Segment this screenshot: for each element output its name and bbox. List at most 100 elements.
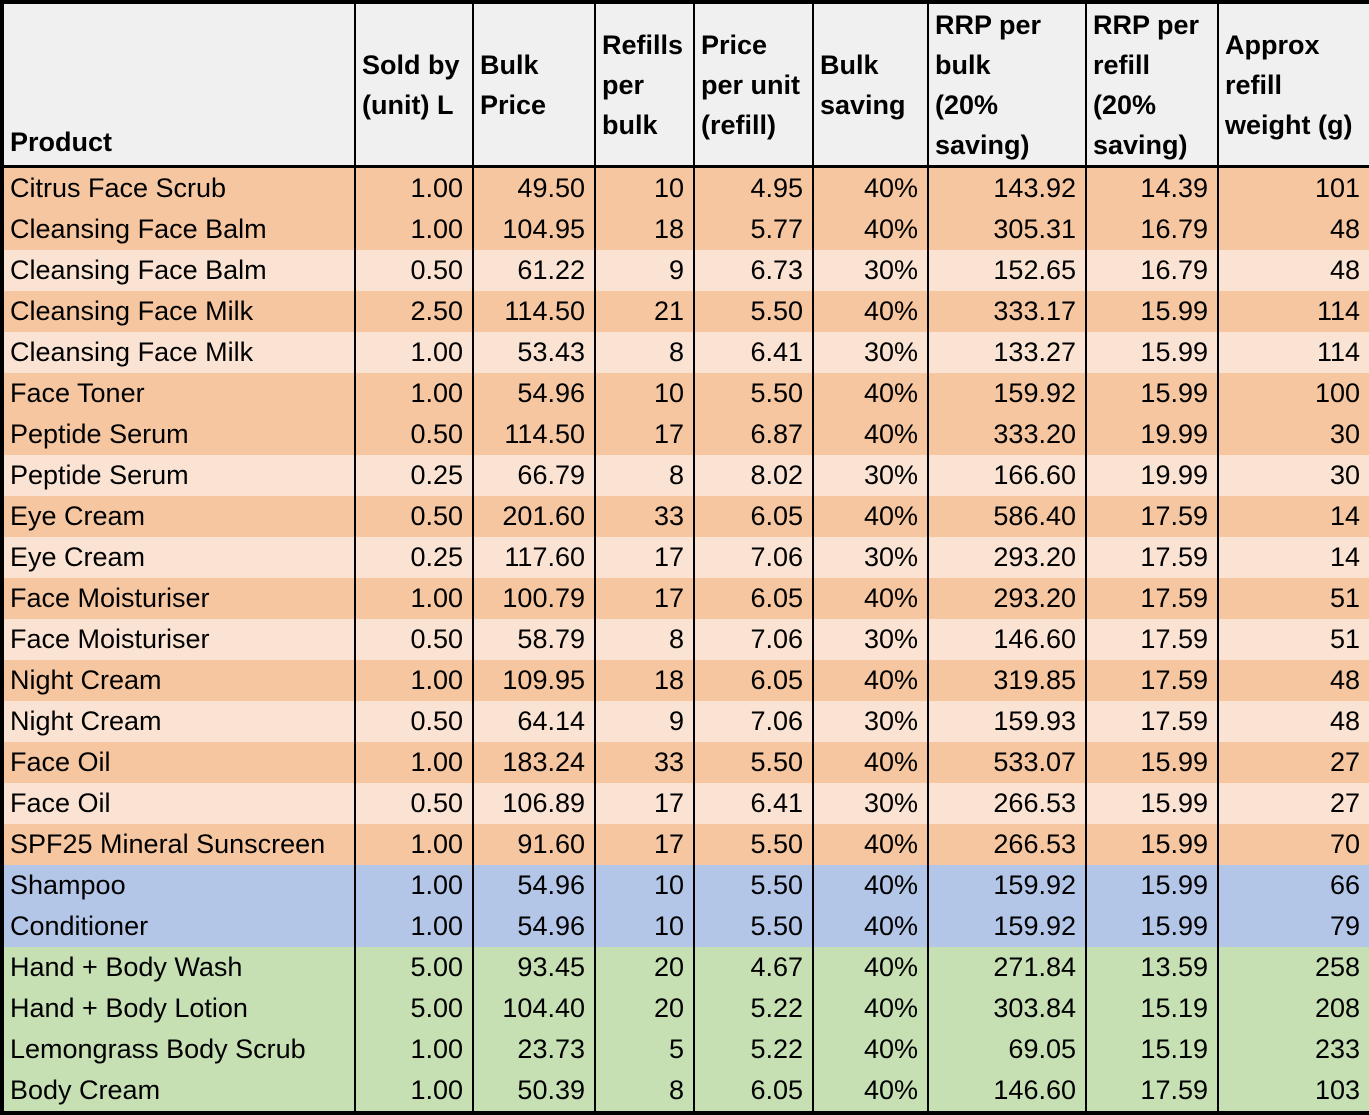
cell-approx_refill_weight_g[interactable]: 14 xyxy=(1217,496,1369,537)
cell-bulk_price[interactable]: 104.40 xyxy=(472,988,595,1029)
cell-price_per_unit_refill[interactable]: 5.50 xyxy=(693,865,813,906)
cell-bulk_price[interactable]: 114.50 xyxy=(472,414,595,455)
cell-approx_refill_weight_g[interactable]: 48 xyxy=(1217,250,1369,291)
cell-price_per_unit_refill[interactable]: 8.02 xyxy=(693,455,813,496)
cell-sold_by_unit_l[interactable]: 1.00 xyxy=(354,166,473,209)
cell-bulk_price[interactable]: 114.50 xyxy=(472,291,595,332)
cell-bulk_saving[interactable]: 40% xyxy=(812,742,928,783)
cell-bulk_saving[interactable]: 40% xyxy=(812,865,928,906)
cell-sold_by_unit_l[interactable]: 2.50 xyxy=(354,291,473,332)
cell-bulk_price[interactable]: 93.45 xyxy=(472,947,595,988)
cell-sold_by_unit_l[interactable]: 0.25 xyxy=(354,455,473,496)
cell-approx_refill_weight_g[interactable]: 70 xyxy=(1217,824,1369,865)
cell-rrp_per_bulk[interactable]: 586.40 xyxy=(927,496,1086,537)
cell-sold_by_unit_l[interactable]: 1.00 xyxy=(354,865,473,906)
cell-product[interactable]: Night Cream xyxy=(10,706,162,736)
cell-sold_by_unit_l[interactable]: 1.00 xyxy=(354,209,473,250)
cell-bulk_saving[interactable]: 40% xyxy=(812,1029,928,1070)
cell-approx_refill_weight_g[interactable]: 114 xyxy=(1217,291,1369,332)
cell-sold_by_unit_l[interactable]: 1.00 xyxy=(354,906,473,947)
cell-product[interactable]: Face Moisturiser xyxy=(10,624,210,654)
cell-bulk_saving[interactable]: 30% xyxy=(812,332,928,373)
cell-price_per_unit_refill[interactable]: 6.41 xyxy=(693,332,813,373)
cell-bulk_price[interactable]: 54.96 xyxy=(472,906,595,947)
cell-product[interactable]: Eye Cream xyxy=(10,501,146,531)
cell-price_per_unit_refill[interactable]: 7.06 xyxy=(693,701,813,742)
cell-refills_per_bulk[interactable]: 9 xyxy=(594,701,694,742)
cell-rrp_per_refill[interactable]: 15.99 xyxy=(1085,742,1218,783)
cell-rrp_per_bulk[interactable]: 305.31 xyxy=(927,209,1086,250)
cell-price_per_unit_refill[interactable]: 5.50 xyxy=(693,824,813,865)
cell-sold_by_unit_l[interactable]: 1.00 xyxy=(354,824,473,865)
cell-rrp_per_refill[interactable]: 13.59 xyxy=(1085,947,1218,988)
column-header-refills-per-bulk[interactable]: Refills per bulk xyxy=(594,2,694,168)
cell-price_per_unit_refill[interactable]: 5.50 xyxy=(693,906,813,947)
cell-price_per_unit_refill[interactable]: 4.67 xyxy=(693,947,813,988)
cell-rrp_per_refill[interactable]: 15.19 xyxy=(1085,1029,1218,1070)
cell-rrp_per_refill[interactable]: 17.59 xyxy=(1085,496,1218,537)
cell-approx_refill_weight_g[interactable]: 79 xyxy=(1217,906,1369,947)
cell-bulk_price[interactable]: 106.89 xyxy=(472,783,595,824)
cell-bulk_price[interactable]: 23.73 xyxy=(472,1029,595,1070)
cell-approx_refill_weight_g[interactable]: 14 xyxy=(1217,537,1369,578)
cell-rrp_per_refill[interactable]: 14.39 xyxy=(1085,166,1218,209)
cell-sold_by_unit_l[interactable]: 1.00 xyxy=(354,332,473,373)
cell-rrp_per_bulk[interactable]: 266.53 xyxy=(927,824,1086,865)
cell-bulk_price[interactable]: 61.22 xyxy=(472,250,595,291)
cell-rrp_per_bulk[interactable]: 143.92 xyxy=(927,166,1086,209)
cell-bulk_price[interactable]: 54.96 xyxy=(472,373,595,414)
cell-bulk_saving[interactable]: 30% xyxy=(812,455,928,496)
cell-sold_by_unit_l[interactable]: 0.25 xyxy=(354,537,473,578)
column-header-approx-refill-weight[interactable]: Approx refill weight (g) xyxy=(1217,2,1369,168)
cell-bulk_saving[interactable]: 40% xyxy=(812,578,928,619)
cell-bulk_price[interactable]: 104.95 xyxy=(472,209,595,250)
cell-rrp_per_refill[interactable]: 15.19 xyxy=(1085,988,1218,1029)
cell-price_per_unit_refill[interactable]: 4.95 xyxy=(693,166,813,209)
cell-approx_refill_weight_g[interactable]: 30 xyxy=(1217,455,1369,496)
cell-rrp_per_refill[interactable]: 17.59 xyxy=(1085,660,1218,701)
cell-bulk_saving[interactable]: 40% xyxy=(812,373,928,414)
cell-rrp_per_refill[interactable]: 15.99 xyxy=(1085,783,1218,824)
cell-bulk_price[interactable]: 117.60 xyxy=(472,537,595,578)
cell-sold_by_unit_l[interactable]: 5.00 xyxy=(354,947,473,988)
cell-product[interactable]: Shampoo xyxy=(10,870,126,900)
cell-bulk_saving[interactable]: 30% xyxy=(812,619,928,660)
cell-approx_refill_weight_g[interactable]: 258 xyxy=(1217,947,1369,988)
cell-price_per_unit_refill[interactable]: 6.73 xyxy=(693,250,813,291)
cell-price_per_unit_refill[interactable]: 5.22 xyxy=(693,1029,813,1070)
cell-product[interactable]: Peptide Serum xyxy=(10,460,189,490)
cell-approx_refill_weight_g[interactable]: 27 xyxy=(1217,783,1369,824)
cell-rrp_per_bulk[interactable]: 166.60 xyxy=(927,455,1086,496)
cell-refills_per_bulk[interactable]: 17 xyxy=(594,578,694,619)
cell-rrp_per_bulk[interactable]: 293.20 xyxy=(927,578,1086,619)
cell-product[interactable]: Face Toner xyxy=(10,378,145,408)
cell-bulk_price[interactable]: 183.24 xyxy=(472,742,595,783)
cell-rrp_per_bulk[interactable]: 159.93 xyxy=(927,701,1086,742)
cell-refills_per_bulk[interactable]: 18 xyxy=(594,660,694,701)
cell-rrp_per_bulk[interactable]: 533.07 xyxy=(927,742,1086,783)
cell-refills_per_bulk[interactable]: 8 xyxy=(594,619,694,660)
cell-product[interactable]: Conditioner xyxy=(10,911,149,941)
cell-rrp_per_bulk[interactable]: 333.20 xyxy=(927,414,1086,455)
cell-rrp_per_bulk[interactable]: 293.20 xyxy=(927,537,1086,578)
cell-price_per_unit_refill[interactable]: 7.06 xyxy=(693,619,813,660)
cell-bulk_price[interactable]: 50.39 xyxy=(472,1070,595,1113)
cell-sold_by_unit_l[interactable]: 0.50 xyxy=(354,414,473,455)
cell-refills_per_bulk[interactable]: 10 xyxy=(594,906,694,947)
cell-price_per_unit_refill[interactable]: 5.50 xyxy=(693,373,813,414)
cell-refills_per_bulk[interactable]: 17 xyxy=(594,824,694,865)
cell-price_per_unit_refill[interactable]: 6.41 xyxy=(693,783,813,824)
cell-bulk_price[interactable]: 49.50 xyxy=(472,166,595,209)
cell-approx_refill_weight_g[interactable]: 66 xyxy=(1217,865,1369,906)
cell-refills_per_bulk[interactable]: 10 xyxy=(594,373,694,414)
column-header-rrp-per-bulk[interactable]: RRP per bulk (20% saving) xyxy=(927,2,1086,168)
cell-refills_per_bulk[interactable]: 10 xyxy=(594,865,694,906)
cell-rrp_per_bulk[interactable]: 146.60 xyxy=(927,619,1086,660)
cell-rrp_per_bulk[interactable]: 333.17 xyxy=(927,291,1086,332)
cell-rrp_per_refill[interactable]: 15.99 xyxy=(1085,906,1218,947)
cell-rrp_per_refill[interactable]: 16.79 xyxy=(1085,209,1218,250)
cell-bulk_saving[interactable]: 40% xyxy=(812,660,928,701)
cell-product[interactable]: Cleansing Face Balm xyxy=(10,214,267,244)
cell-price_per_unit_refill[interactable]: 5.22 xyxy=(693,988,813,1029)
cell-rrp_per_bulk[interactable]: 271.84 xyxy=(927,947,1086,988)
